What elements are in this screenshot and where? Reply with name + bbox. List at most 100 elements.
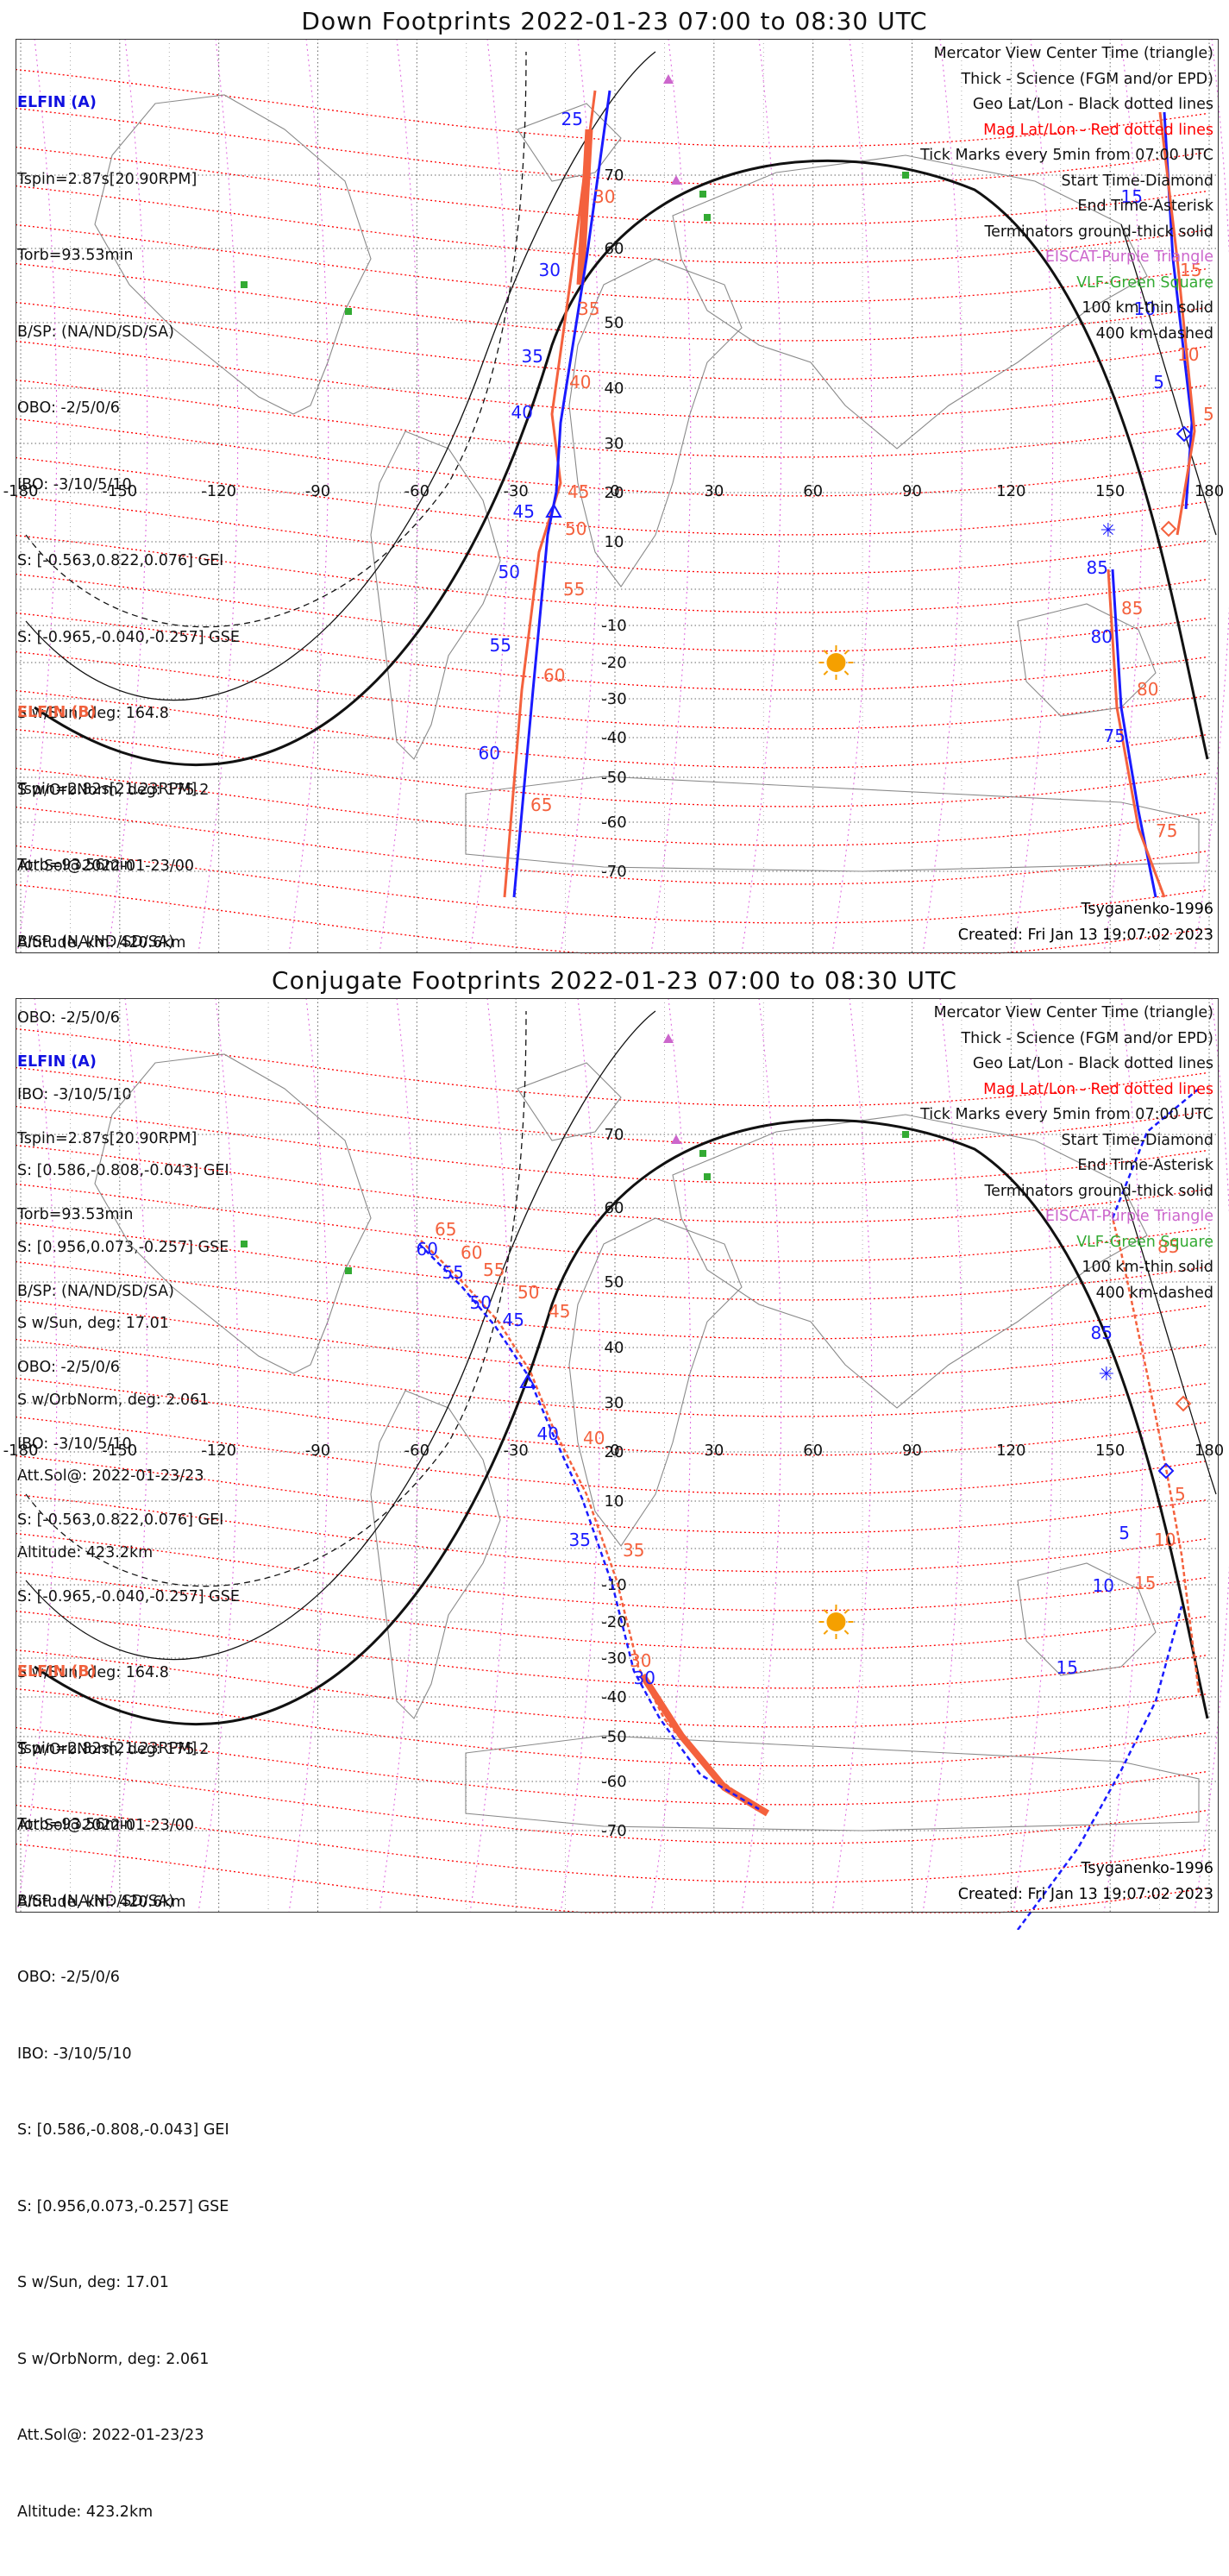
legend-entry: Terminators ground-thick solid: [984, 223, 1213, 241]
lat-tick-label: 40: [605, 380, 624, 398]
info-line: IBO: -3/10/5/10: [17, 1435, 132, 1453]
mag-parallel: [15, 107, 1207, 186]
lon-tick-label: -30: [503, 1442, 528, 1460]
mag-parallel: [15, 340, 1207, 419]
terminator-100km: [1120, 223, 1217, 536]
panel-title: Down Footprints 2022-01-23 07:00 to 08:3…: [301, 7, 928, 35]
lon-tick-label: -150: [102, 482, 137, 500]
created-timestamp: Created: Fri Jan 13 19:07:02 2023: [957, 926, 1213, 944]
elfin-a-time-label: 50: [498, 562, 520, 582]
mag-parallel: [15, 223, 1207, 303]
lat-tick-label: -10: [601, 617, 626, 635]
start-diamond-icon: [1157, 1462, 1175, 1480]
mag-parallel: [15, 1843, 1207, 1913]
elfin-b-time-label: 60: [543, 665, 565, 686]
map-legend: Mercator View Center Time (triangle) Thic…: [920, 41, 1213, 347]
elfin-b-time-label: 40: [569, 372, 591, 393]
map-canvas: -180 -150 -120 -90 -60 -30 0 30 60 90 120 150 180 70 6…: [3, 997, 1229, 1930]
eiscat-triangle-icon: [671, 1134, 681, 1144]
mag-meridian: [831, 997, 873, 1913]
elfin-a-time-label: 40: [511, 402, 533, 423]
vlf-square-icon: [704, 1173, 711, 1180]
mag-meridian: [288, 38, 329, 954]
info-line: IBO: -3/10/5/10: [17, 475, 132, 493]
mag-parallel: [15, 1222, 1207, 1301]
lon-tick-label: 60: [803, 482, 823, 500]
elfin-b-time-label: 30: [593, 186, 615, 207]
info-line: Tspin=2.87s[20.90RPM]: [17, 1129, 198, 1147]
mag-parallel: [15, 1726, 1207, 1806]
info-line: Torb=93.56min: [17, 1816, 134, 1833]
mag-parallel: [15, 845, 1207, 924]
sun-ray: [823, 1630, 829, 1635]
lon-tick-label: 30: [704, 482, 724, 500]
lon-tick-label: 90: [902, 482, 922, 500]
continent-outline: [370, 1390, 501, 1719]
info-line: S w/Sun, deg: 17.01: [17, 1315, 169, 1332]
legend-entry: Thick - Science (FGM and/or EPD): [961, 1029, 1213, 1047]
panel-title: Conjugate Footprints 2022-01-23 07:00 to…: [272, 966, 957, 995]
info-line: S: [0.956,0.073,-0.257] GSE: [17, 2197, 229, 2215]
mag-parallel: [15, 1144, 1207, 1223]
mag-parallel: [15, 1416, 1207, 1495]
lat-tick-label: 50: [605, 314, 624, 332]
info-line: Torb=93.56min: [17, 857, 134, 874]
center-time-triangle-icon: [545, 502, 562, 518]
continent-outline: [672, 154, 1148, 449]
lat-tick-label: 30: [605, 435, 624, 453]
mag-parallel: [15, 1649, 1207, 1728]
sun-ray: [823, 1609, 829, 1614]
continent-outline: [94, 1053, 372, 1374]
end-asterisk-icon: ✳: [1100, 520, 1116, 542]
info-line: OBO: -2/5/0/6: [17, 1009, 120, 1027]
mag-meridian: [16, 38, 58, 954]
elfin-a-time-label: 5: [1119, 1523, 1130, 1543]
mag-parallel: [15, 1299, 1207, 1379]
legend-entry: Geo Lat/Lon - Black dotted lines: [972, 96, 1213, 113]
eiscat-triangle-icon: [671, 175, 681, 185]
elfin-a-time-label: 25: [561, 109, 583, 129]
mag-meridian: [288, 997, 329, 1913]
elfin-a-time-label: 15: [1057, 1657, 1078, 1678]
map-legend: Mercator View Center Time (triangle) Thic…: [920, 1001, 1213, 1306]
elfin-a-track: [1111, 1088, 1200, 1219]
lat-tick-label: -20: [601, 654, 626, 672]
lon-tick-label: 120: [996, 1442, 1025, 1460]
elfin-b-info: ELFIN (B) Tspin=2.82s[21.23RPM] Torb=93.…: [17, 650, 229, 1617]
elfin-a-time-label: 60: [479, 743, 500, 763]
mag-parallel: [15, 1454, 1207, 1534]
vlf-square-icon: [699, 191, 706, 198]
lat-tick-label: 40: [605, 1339, 624, 1357]
lon-tick-label: 0: [610, 1442, 619, 1460]
mag-meridian: [650, 997, 692, 1913]
info-line: S: [0.586,-0.808,-0.043] GEI: [17, 1162, 229, 1179]
legend-entry: 400 km-dashed: [1095, 1284, 1213, 1302]
mag-meridian: [560, 997, 601, 1913]
info-line: Tspin=2.82s[21.23RPM]: [17, 1739, 198, 1757]
vlf-square-icon: [704, 214, 711, 221]
lon-tick-label: 150: [1095, 1442, 1125, 1460]
info-line: B/SP: (NA/ND/SD/SA): [17, 1892, 174, 1910]
legend-entry: Tick Marks every 5min from 07:00 UTC: [920, 147, 1213, 164]
map-frame: [16, 998, 1219, 1913]
mag-meridian: [560, 38, 601, 954]
lat-tick-label: -70: [601, 863, 626, 881]
elfin-b-time-label: 45: [549, 1301, 570, 1322]
vlf-square-icon: [902, 1131, 909, 1138]
elfin-a-time-label: 30: [539, 260, 561, 280]
info-line: OBO: -2/5/0/6: [17, 399, 120, 417]
info-line: S: [-0.563,0.822,0.076] GEI: [17, 1511, 224, 1529]
lon-tick-label: 180: [1195, 482, 1224, 500]
elfin-a-info: ELFIN (A) Tspin=2.87s[20.90RPM] Torb=93.…: [17, 999, 240, 1966]
mag-parallel: [15, 1338, 1207, 1417]
info-line: OBO: -2/5/0/6: [17, 1969, 120, 1986]
elfin-b-time-label: 85: [1157, 1236, 1179, 1257]
elfin-a-time-label: 45: [503, 1310, 524, 1330]
lon-tick-label: -120: [201, 482, 236, 500]
lat-tick-label: 50: [605, 1273, 624, 1291]
lat-tick-label: -30: [601, 1649, 626, 1668]
lat-tick-label: -50: [601, 1728, 626, 1746]
mag-parallel: [15, 573, 1207, 652]
sun-ray: [843, 650, 850, 655]
elfin-a-track: [418, 1243, 760, 1811]
